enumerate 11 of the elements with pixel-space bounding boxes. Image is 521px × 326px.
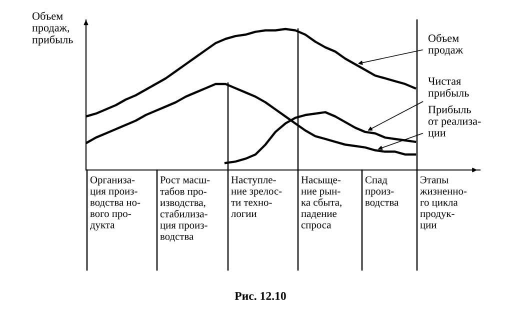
text: Рис. 12.10 bbox=[234, 292, 286, 300]
text: Спад произ- водства bbox=[365, 176, 398, 208]
text: Этапы жизненно- го цикла продук- ции bbox=[420, 176, 467, 230]
text: Наступле- ние зрелос- ти техно- логии bbox=[231, 176, 282, 218]
text: Насыще- ние рын- ка сбыта, падение спроса bbox=[301, 176, 342, 230]
text: Рост масш- табов про- изводства, стабилиза- ция произ- водства bbox=[160, 176, 210, 242]
series-label: Прибыль от реализа- ции bbox=[428, 105, 481, 139]
text: Организа- ция произ- водства но- вого про- дукта bbox=[90, 176, 140, 230]
y-axis-title: Объем продаж, прибыль bbox=[32, 12, 73, 46]
text: Объем продаж bbox=[428, 34, 464, 56]
text: Чистая прибыль bbox=[428, 77, 469, 99]
